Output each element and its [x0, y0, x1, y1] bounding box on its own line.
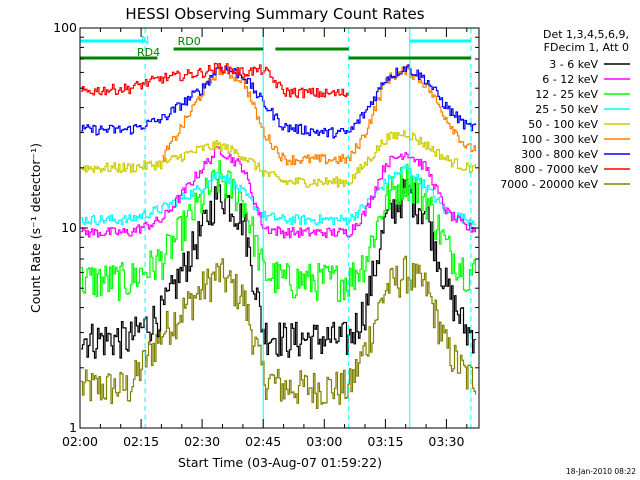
legend-label: 7000 - 20000 keV [500, 178, 598, 191]
x-tick-label: 03:00 [306, 434, 342, 449]
legend-entries: 3 - 6 keV 6 - 12 keV 12 - 25 keV 25 - 50 ke… [500, 58, 630, 191]
series-line [81, 62, 349, 99]
series-line [81, 64, 477, 139]
legend-label: 50 - 100 keV [528, 118, 598, 131]
legend-label: 100 - 300 keV [521, 133, 598, 146]
legend-label: 25 - 50 keV [535, 103, 598, 116]
footer-timestamp: 18-Jan-2010 08:22 [566, 467, 636, 476]
y-tick-label: 100 [53, 20, 77, 35]
legend-label: 3 - 6 keV [549, 58, 598, 71]
flag-label: RD4 [137, 46, 160, 59]
y-axis: 1 10 100 [53, 20, 479, 435]
legend-header-1: Det 1,3,4,5,6,9, [543, 28, 629, 41]
legend-label: 300 - 800 keV [521, 148, 598, 161]
x-tick-label: 02:45 [245, 434, 281, 449]
legend: Det 1,3,4,5,6,9, FDecim 1, Att 0 3 - 6 k… [500, 28, 630, 191]
y-axis-label: Count Rate (s⁻¹ detector⁻¹) [28, 143, 43, 313]
legend-label: 800 - 7000 keV [514, 163, 598, 176]
chart-title: HESSI Observing Summary Count Rates [125, 5, 424, 23]
x-tick-label: 03:30 [428, 434, 464, 449]
x-tick-label: 02:00 [62, 434, 98, 449]
x-axis: 02:00 02:15 02:30 02:45 03:00 03:15 03:30 [62, 28, 468, 449]
x-tick-label: 02:15 [123, 434, 159, 449]
series-line [81, 130, 477, 188]
flag-label: N [141, 34, 149, 47]
series-layer [81, 62, 477, 409]
legend-header-2: FDecim 1, Att 0 [544, 41, 629, 54]
flags-layer: N RD0 RD4 [80, 34, 471, 60]
legend-label: 12 - 25 keV [535, 88, 598, 101]
x-axis-label: Start Time (03-Aug-07 01:59:22) [178, 455, 382, 470]
series-line [162, 64, 477, 166]
x-tick-label: 03:15 [367, 434, 403, 449]
legend-label: 6 - 12 keV [542, 73, 598, 86]
x-tick-label: 02:30 [184, 434, 220, 449]
flag-label: RD0 [178, 35, 201, 48]
y-tick-label: 10 [61, 220, 77, 235]
y-tick-label: 1 [69, 420, 77, 435]
